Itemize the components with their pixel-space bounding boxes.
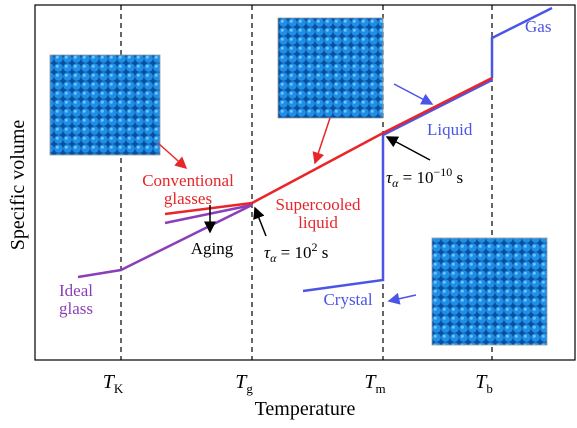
tick-symbol: T (364, 371, 377, 393)
tick-label: Tb (475, 371, 493, 396)
tick-sub: K (114, 381, 124, 396)
tick-sub: m (376, 381, 386, 396)
relaxation-label: τα = 10−10 s (386, 165, 463, 190)
conventional-glasses-label: Conventional glasses (142, 171, 234, 208)
tau-sub: α (270, 251, 277, 265)
tau-eq: = 10 (398, 168, 433, 187)
y-axis-label: Specific volume (7, 120, 29, 251)
tick-symbol: T (475, 371, 488, 393)
cubes (49, 17, 548, 346)
tick-label: Tg (235, 371, 253, 396)
tick-sub: b (486, 381, 493, 396)
plot-frame (34, 4, 576, 361)
aging-label: Aging (191, 239, 234, 258)
crystal-label: Crystal (323, 290, 372, 309)
tick-label: Tm (364, 371, 385, 396)
arrows (157, 83, 434, 305)
tau-unit: s (318, 243, 329, 262)
x-axis-label: Temperature (255, 398, 356, 420)
supercooled-label: Supercooled liquid (276, 195, 361, 232)
tau-sub: α (392, 176, 399, 190)
liquid-label: Liquid (427, 120, 473, 139)
tau-exp: −10 (434, 165, 453, 179)
tick-label: TK (103, 371, 124, 396)
tick-symbol: T (103, 371, 116, 393)
tau-unit: s (452, 168, 463, 187)
tau-exp: 2 (312, 240, 318, 254)
relaxation-label: τα = 102 s (264, 240, 328, 265)
tau: τ (264, 243, 271, 262)
tick-symbol: T (235, 371, 248, 393)
tau: τ (386, 168, 393, 187)
ideal-glass-label: Ideal glass (59, 281, 93, 318)
tick-sub: g (246, 381, 253, 396)
tau-eq: = 10 (276, 243, 311, 262)
gas-label: Gas (525, 17, 551, 36)
